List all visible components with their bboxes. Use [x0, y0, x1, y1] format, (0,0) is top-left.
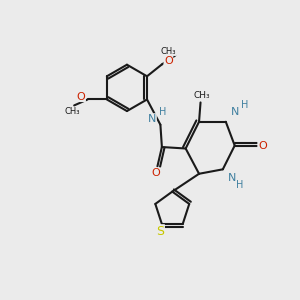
Text: O: O — [258, 140, 267, 151]
Text: H: H — [159, 107, 166, 117]
Text: H: H — [236, 180, 244, 190]
Text: CH₃: CH₃ — [161, 46, 176, 56]
Text: H: H — [242, 100, 249, 110]
Text: S: S — [156, 225, 164, 238]
Text: O: O — [164, 56, 173, 66]
Text: N: N — [148, 114, 156, 124]
Text: N: N — [231, 107, 239, 117]
Text: CH₃: CH₃ — [65, 107, 80, 116]
Text: N: N — [228, 172, 236, 183]
Text: O: O — [152, 168, 160, 178]
Text: CH₃: CH₃ — [193, 91, 210, 100]
Text: O: O — [76, 92, 85, 101]
